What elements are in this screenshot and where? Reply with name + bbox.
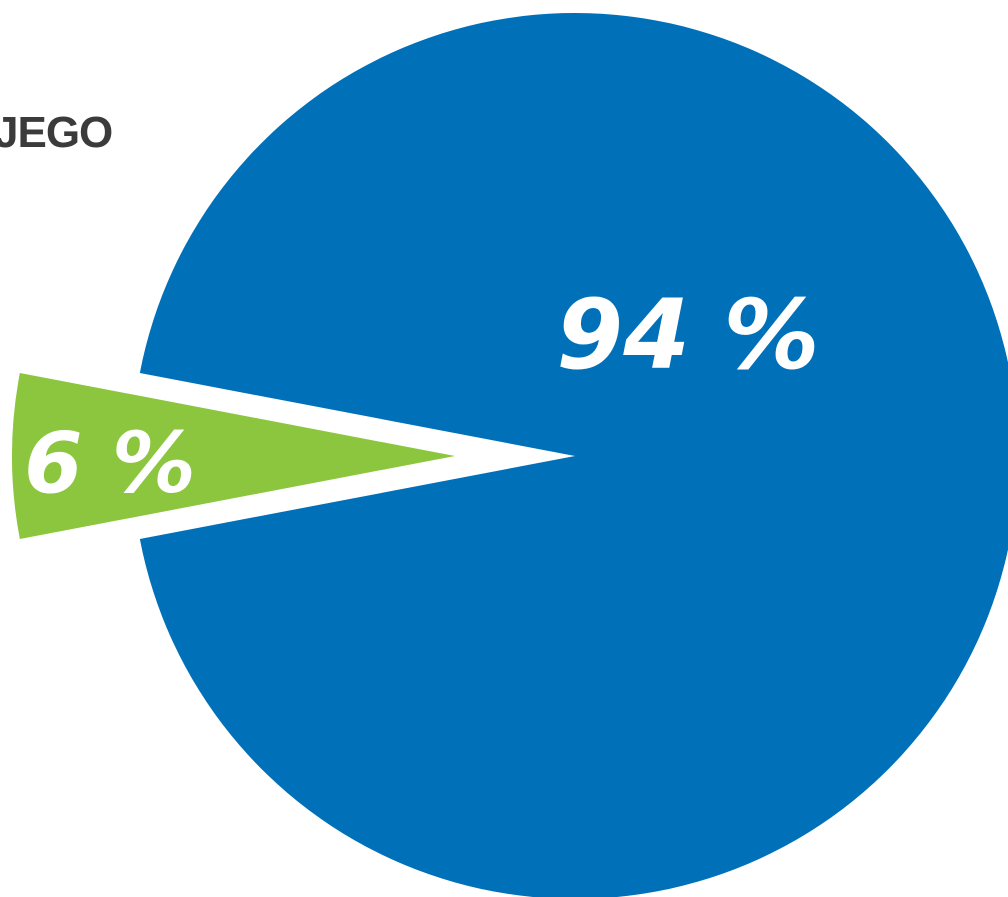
chart-title: JEGO xyxy=(0,108,113,157)
pie-slice-94 xyxy=(139,13,1008,897)
pie-slice-label-6: 6 % xyxy=(24,414,196,512)
pie-slices xyxy=(11,13,1008,897)
pie-slice-6 xyxy=(11,372,455,540)
pie-labels: 94 % 6 % xyxy=(24,279,820,512)
pie-slice-label-94: 94 % xyxy=(556,279,819,391)
